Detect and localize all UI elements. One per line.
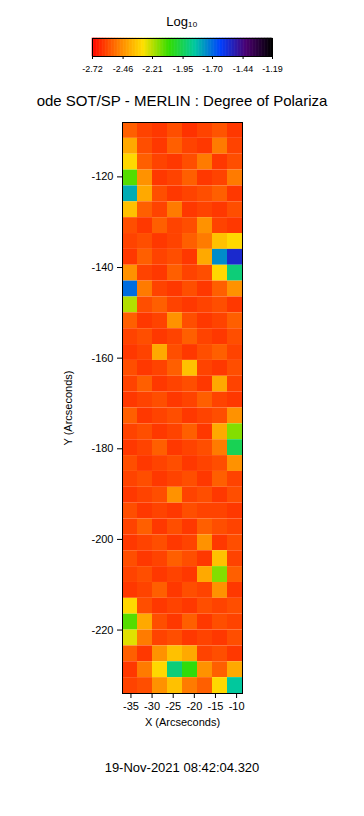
svg-text:-10: -10 [229, 700, 245, 712]
svg-text:-1.19: -1.19 [262, 64, 283, 74]
svg-text:-180: -180 [91, 442, 113, 454]
svg-text:-160: -160 [91, 352, 113, 364]
svg-text:-15: -15 [208, 700, 224, 712]
svg-text:-20: -20 [186, 700, 202, 712]
svg-text:Y (Arcseconds): Y (Arcseconds) [62, 371, 74, 446]
svg-text:-30: -30 [144, 700, 160, 712]
svg-text:-1.70: -1.70 [202, 64, 223, 74]
html-text:Log₁₀: Log₁₀ [166, 14, 198, 29]
svg-text:-1.95: -1.95 [173, 64, 194, 74]
svg-text:-200: -200 [91, 533, 113, 545]
svg-text:X (Arcseconds): X (Arcseconds) [145, 716, 220, 728]
svg-text:-2.46: -2.46 [113, 64, 134, 74]
html-text:19-Nov-2021 08:42:04.320: 19-Nov-2021 08:42:04.320 [104, 760, 260, 775]
svg-text:-1.44: -1.44 [233, 64, 254, 74]
svg-text:-120: -120 [91, 170, 113, 182]
svg-text:-35: -35 [123, 700, 139, 712]
html-text:ode SOT/SP - MERLIN : Degree o: ode SOT/SP - MERLIN : Degree of Polariza [36, 92, 328, 109]
svg-text:-140: -140 [91, 261, 113, 273]
svg-text:-220: -220 [91, 624, 113, 636]
svg-text:-2.21: -2.21 [142, 64, 163, 74]
svg-text:-25: -25 [165, 700, 181, 712]
svg-text:-2.72: -2.72 [82, 64, 103, 74]
